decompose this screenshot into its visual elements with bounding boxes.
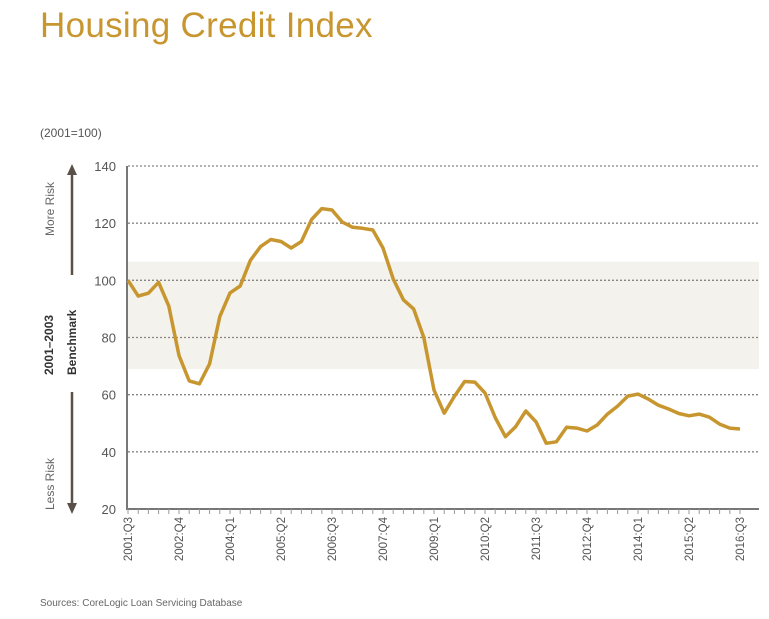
x-tick-label: 2005:Q2 (276, 517, 288, 561)
x-tick-label: 2009:Q1 (429, 517, 441, 561)
x-tick-label: 2015:Q2 (684, 517, 696, 561)
x-tick-label: 2002:Q4 (174, 516, 186, 561)
x-tick-label: 2006:Q3 (327, 517, 339, 561)
y-tick-label: 20 (102, 502, 116, 517)
x-tick-label: 2004:Q1 (225, 517, 237, 561)
x-tick-label: 2012:Q4 (582, 516, 594, 561)
more-risk-arrowhead-icon (67, 164, 77, 175)
y-tick-label: 100 (94, 273, 116, 288)
benchmark-label-years: 2001–2003 (42, 315, 56, 375)
less-risk-arrowhead-icon (67, 503, 77, 514)
x-tick-label: 2011:Q3 (531, 517, 543, 560)
benchmark-band (128, 261, 759, 369)
y-tick-label: 60 (102, 388, 116, 403)
x-tick-label: 2010:Q2 (480, 517, 492, 561)
y-tick-label: 40 (102, 445, 116, 460)
x-tick-label: 2007:Q4 (378, 516, 390, 561)
y-tick-label: 80 (102, 331, 116, 346)
y-tick-label: 140 (94, 159, 116, 174)
x-tick-label: 2001:Q3 (123, 517, 135, 561)
y-axis-unit-label: (2001=100) (40, 126, 102, 140)
x-tick-label: 2016:Q3 (735, 517, 747, 561)
x-tick-label: 2014:Q1 (633, 517, 645, 561)
benchmark-label: Benchmark (65, 309, 79, 375)
chart-title: Housing Credit Index (40, 6, 373, 45)
y-tick-label: 120 (94, 216, 116, 231)
less-risk-label: Less Risk (43, 457, 57, 510)
more-risk-label: More Risk (43, 181, 57, 236)
source-note: Sources: CoreLogic Loan Servicing Databa… (40, 598, 243, 609)
